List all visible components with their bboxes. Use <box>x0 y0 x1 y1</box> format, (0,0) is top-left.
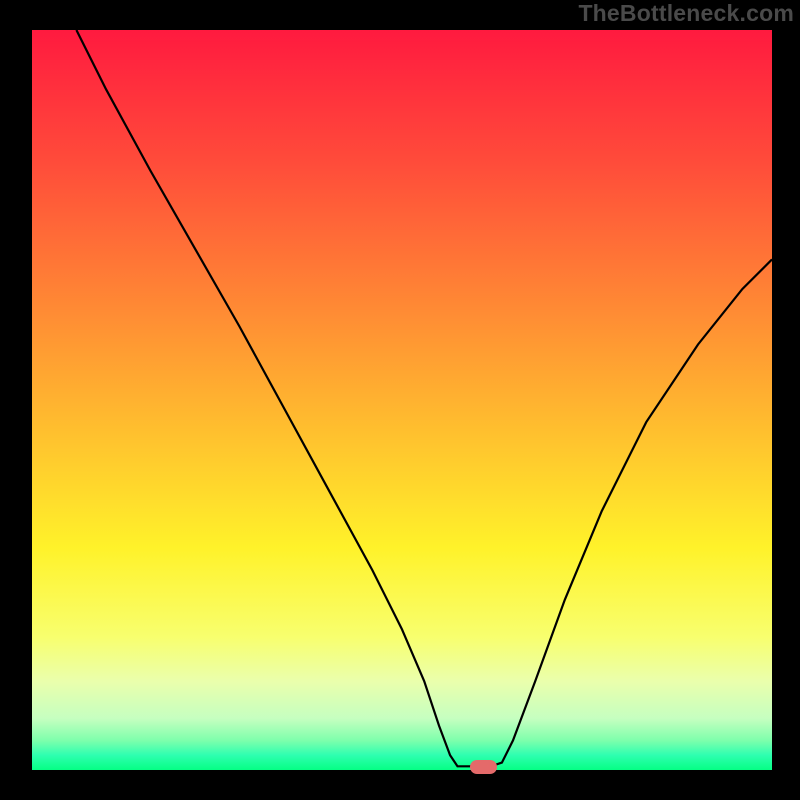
watermark-text: TheBottleneck.com <box>578 0 794 27</box>
chart-frame: TheBottleneck.com <box>0 0 800 800</box>
bottleneck-curve-path <box>76 30 772 766</box>
bottleneck-curve <box>32 30 772 770</box>
plot-area <box>32 30 772 770</box>
optimal-point-marker <box>470 760 497 773</box>
